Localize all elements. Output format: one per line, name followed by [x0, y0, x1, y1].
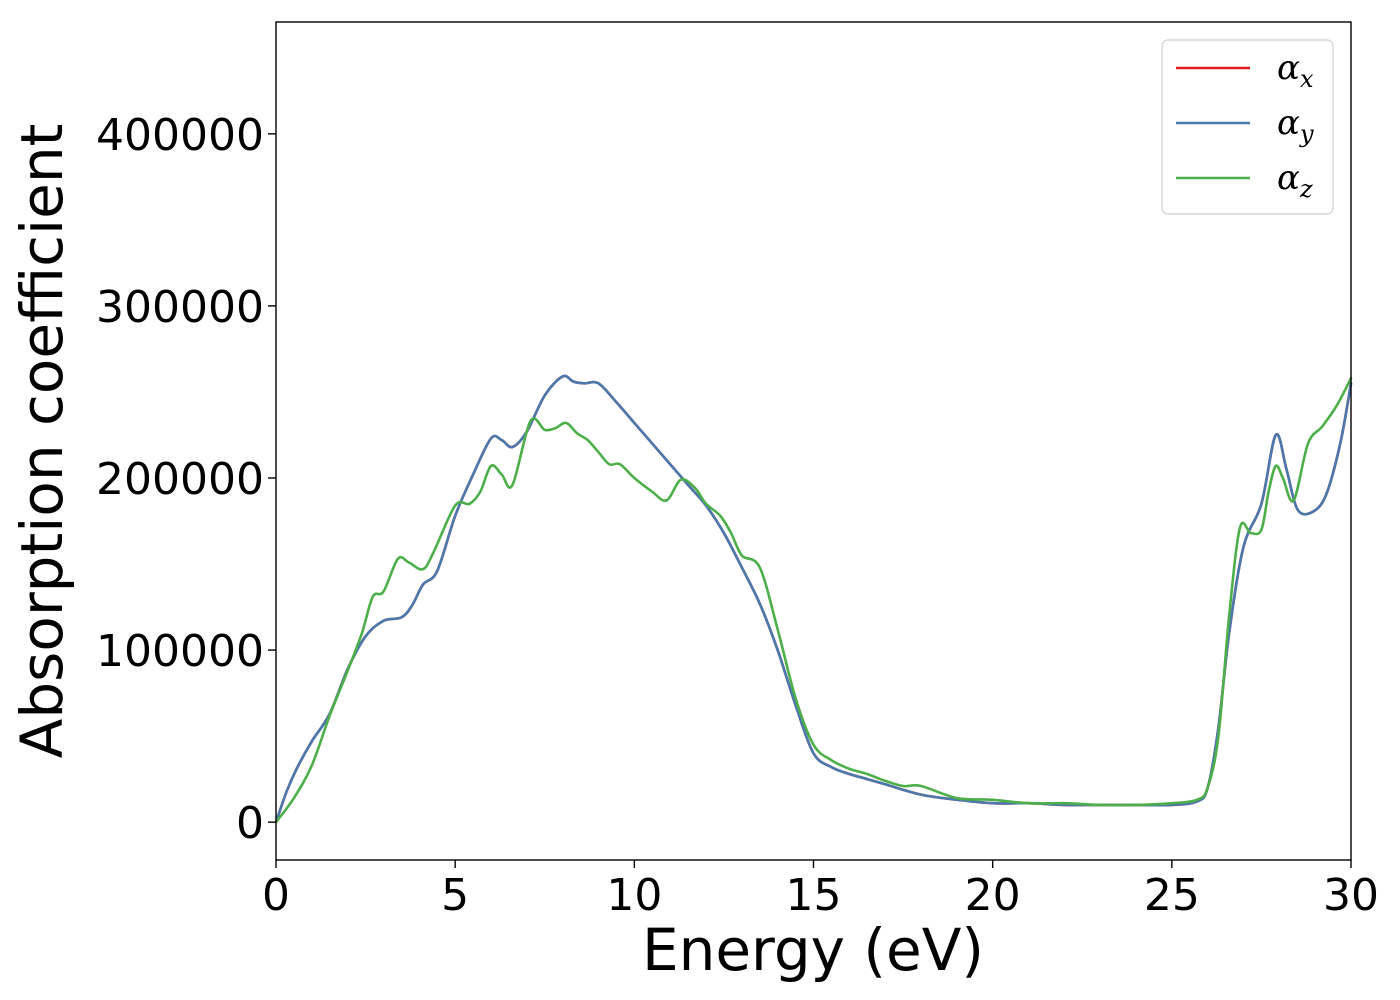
x-tick-label: 5: [441, 870, 469, 921]
y-axis-title: Absorption coefficient: [8, 124, 76, 759]
y-tick-label: 400000: [96, 110, 264, 161]
y-axis: 0 100000 200000 300000 400000: [96, 110, 276, 849]
x-tick-label: 20: [965, 870, 1021, 921]
x-tick-label: 25: [1144, 870, 1200, 921]
y-tick-label: 100000: [96, 626, 264, 677]
legend-box: [1161, 39, 1334, 215]
x-axis-title: Energy (eV): [642, 916, 984, 984]
series-layer: [274, 374, 1353, 824]
x-tick-label: 30: [1323, 870, 1379, 921]
x-tick-label: 0: [262, 870, 290, 921]
x-axis: 0 5 10 15 20 25 30: [262, 860, 1379, 921]
y-tick-label: 200000: [96, 454, 264, 505]
x-tick-label: 15: [786, 870, 842, 921]
x-tick-label: 10: [606, 870, 662, 921]
y-tick-label: 0: [236, 798, 264, 849]
y-tick-label: 300000: [96, 282, 264, 333]
series-line-z: [274, 376, 1353, 824]
